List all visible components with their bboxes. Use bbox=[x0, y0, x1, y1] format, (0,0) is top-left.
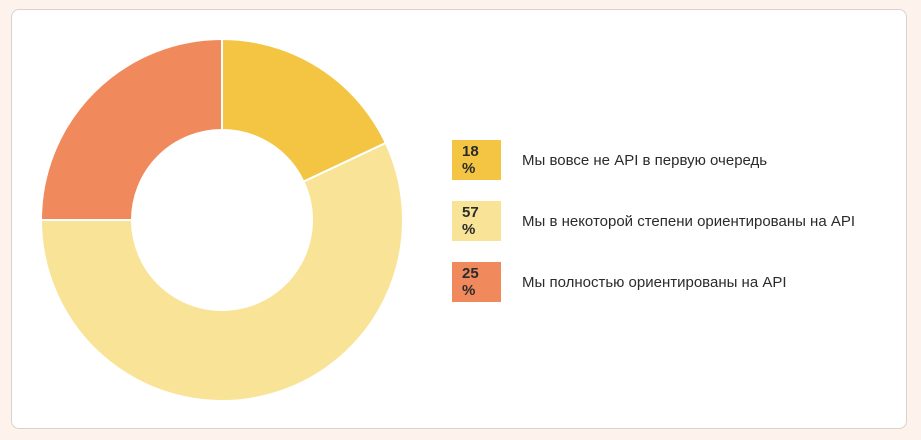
legend-item: 57 % Мы в некоторой степени ориентирован… bbox=[452, 201, 892, 243]
legend-item: 18 % Мы вовсе не API в первую очередь bbox=[452, 140, 892, 182]
legend-unit: % bbox=[462, 282, 476, 299]
donut-chart bbox=[39, 37, 404, 402]
legend-value: 57 bbox=[462, 204, 479, 221]
chart-legend: 18 % Мы вовсе не API в первую очередь 57… bbox=[452, 140, 892, 323]
legend-swatch: 18 % bbox=[452, 140, 501, 180]
legend-unit: % bbox=[462, 160, 476, 177]
legend-unit: % bbox=[462, 221, 476, 238]
donut-slice-1 bbox=[221, 37, 388, 184]
donut-slice-3 bbox=[39, 37, 223, 221]
legend-label: Мы полностью ориентированы на API bbox=[522, 274, 787, 291]
legend-label: Мы в некоторой степени ориентированы на … bbox=[522, 213, 856, 230]
legend-value: 18 bbox=[462, 143, 479, 160]
legend-swatch: 25 % bbox=[452, 262, 501, 302]
legend-value: 25 bbox=[462, 265, 479, 282]
legend-item: 25 % Мы полностью ориентированы на API bbox=[452, 262, 892, 304]
chart-card: 18 % Мы вовсе не API в первую очередь 57… bbox=[11, 9, 907, 429]
legend-swatch: 57 % bbox=[452, 201, 501, 241]
donut-slice-2 bbox=[39, 141, 404, 402]
legend-label: Мы вовсе не API в первую очередь bbox=[522, 152, 768, 169]
